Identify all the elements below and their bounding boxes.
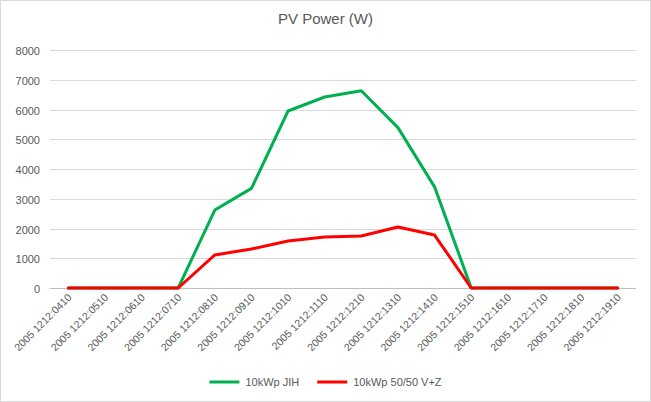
y-tick-label: 4000 — [16, 164, 40, 176]
x-tick-label: 2005 1212:1910 — [561, 291, 623, 353]
grid-line — [50, 229, 636, 230]
grid-line — [50, 139, 636, 140]
chart-container: PV Power (W) 0 1000 2000 3000 4000 5000 6000 700… — [0, 0, 651, 402]
y-tick-label: 1000 — [16, 253, 40, 265]
legend: 10kWp JIH 10kWp 50/50 V+Z — [209, 376, 441, 388]
y-tick-label: 5000 — [16, 134, 40, 146]
legend-label: 10kWp JIH — [245, 376, 299, 388]
chart-title: PV Power (W) — [278, 10, 373, 27]
chart-border — [1, 1, 651, 402]
legend-swatch — [209, 381, 239, 384]
legend-label: 10kWp 50/50 V+Z — [353, 376, 442, 388]
grid-line — [50, 50, 636, 51]
y-tick-label: 8000 — [16, 45, 40, 57]
y-tick-label: 6000 — [16, 105, 40, 117]
grid-line — [50, 110, 636, 111]
series-line — [68, 227, 617, 288]
y-tick-label: 2000 — [16, 224, 40, 236]
grid-line — [50, 199, 636, 200]
grid — [50, 51, 636, 289]
y-tick-label: 3000 — [16, 194, 40, 206]
grid-line — [50, 169, 636, 170]
series-group — [68, 91, 617, 288]
y-tick-label: 0 — [34, 283, 40, 295]
series-line — [68, 91, 617, 288]
grid-line — [50, 80, 636, 81]
grid-line — [50, 258, 636, 259]
y-tick-label: 7000 — [16, 75, 40, 87]
chart-svg: PV Power (W) 0 1000 2000 3000 4000 5000 6000 700… — [0, 0, 651, 402]
legend-swatch — [317, 381, 347, 384]
